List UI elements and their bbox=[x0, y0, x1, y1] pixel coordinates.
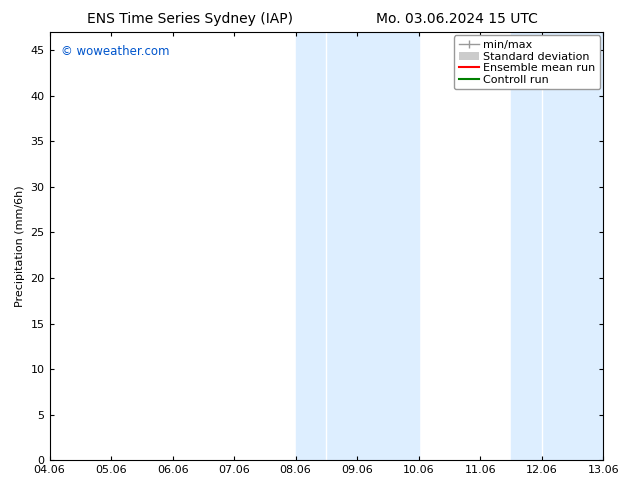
Text: ENS Time Series Sydney (IAP): ENS Time Series Sydney (IAP) bbox=[87, 12, 293, 26]
Bar bbox=[295, 32, 418, 460]
Text: Mo. 03.06.2024 15 UTC: Mo. 03.06.2024 15 UTC bbox=[375, 12, 538, 26]
Bar bbox=[511, 32, 603, 460]
Y-axis label: Precipitation (mm/6h): Precipitation (mm/6h) bbox=[15, 185, 25, 307]
Text: © woweather.com: © woweather.com bbox=[61, 45, 169, 58]
Legend: min/max, Standard deviation, Ensemble mean run, Controll run: min/max, Standard deviation, Ensemble me… bbox=[455, 35, 600, 89]
